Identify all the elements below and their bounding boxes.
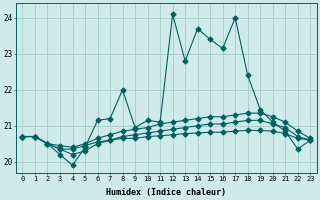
X-axis label: Humidex (Indice chaleur): Humidex (Indice chaleur) bbox=[106, 188, 226, 197]
